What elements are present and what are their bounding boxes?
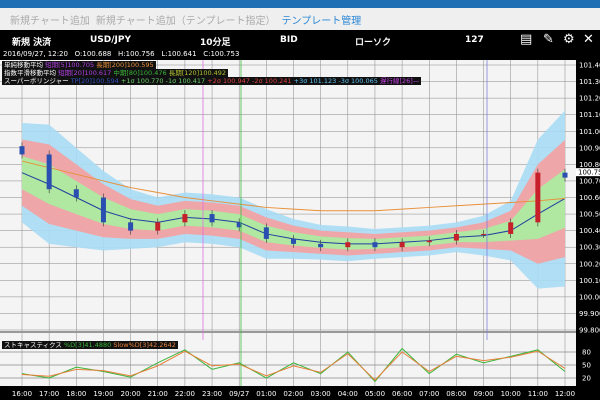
y-tick-label: 100.300 — [579, 244, 600, 252]
candle — [100, 197, 106, 223]
x-tick-label: 23:00 — [202, 390, 222, 398]
x-tick-label: 05:00 — [365, 390, 385, 398]
x-tick-label: 11:00 — [528, 390, 548, 398]
stoch-slow-line — [21, 350, 566, 381]
current-price-label: 100.753 — [578, 169, 600, 177]
sma200-line — [21, 160, 566, 212]
stoch-legend: ストキャスティクス %D[3]41.4880 Slow%D[3]42.2642 — [2, 341, 178, 349]
current-price-box — [576, 168, 600, 177]
count-selector[interactable]: 127 — [465, 35, 484, 45]
pair-selector[interactable]: USD/JPY — [90, 35, 132, 45]
y-tick-label: 100.000 — [579, 293, 600, 301]
x-tick-label: 21:00 — [148, 390, 168, 398]
y-tick-label: 100.600 — [579, 194, 600, 202]
menu-bar: 新規チャート追加 新規チャート追加（テンプレート指定） テンプレート管理 — [0, 8, 600, 30]
chart-toolbar: 新規 決済 USD/JPY 10分足 BID ローソク 127 ▤ ✎ ⚙ ✕ — [0, 30, 600, 50]
close: C:100.753 — [203, 50, 240, 58]
sma-legend: 単純移動平均 短期[5]100.705 長期[200]100.595 — [2, 61, 156, 69]
menu-add-chart[interactable]: 新規チャート追加 — [10, 15, 90, 27]
candle — [263, 227, 269, 239]
x-tick-label: 07:00 — [419, 390, 439, 398]
x-tick-label: 17:00 — [39, 390, 59, 398]
candle — [318, 243, 324, 248]
y-tick-label: 100.700 — [579, 177, 600, 185]
x-tick-label: 09/27 — [229, 390, 249, 398]
candle — [209, 214, 215, 223]
stoch-d-line — [21, 347, 566, 383]
x-tick-label: 08:00 — [446, 390, 466, 398]
y-tick-label: 99.900 — [579, 310, 600, 318]
x-tick-label: 12:00 — [555, 390, 575, 398]
candle — [426, 240, 432, 243]
x-tick-label: 22:00 — [175, 390, 195, 398]
menu-add-chart-template[interactable]: 新規チャート追加（テンプレート指定） — [95, 15, 276, 27]
new-settle-button[interactable]: 新規 決済 — [12, 38, 52, 48]
open: O:100.688 — [74, 50, 112, 58]
candle — [73, 189, 79, 198]
bb-legend: スーパーボリンジャー TP[20]100.594 +1σ 100.770 -1σ… — [2, 77, 422, 85]
x-tick-label: 06:00 — [392, 390, 412, 398]
pencil-icon[interactable]: ✎ — [543, 32, 554, 47]
candle — [535, 172, 541, 223]
y-tick-label: 101.000 — [579, 128, 600, 136]
low: L:100.641 — [161, 50, 197, 58]
candle — [19, 146, 25, 155]
x-tick-label: 04:00 — [338, 390, 358, 398]
candle — [345, 242, 351, 248]
x-tick-label: 16:00 — [12, 390, 32, 398]
y-tick-label: 100.900 — [579, 144, 600, 152]
candle — [399, 242, 405, 248]
timeframe-selector[interactable]: 10分足 — [200, 38, 231, 48]
y-tick-label: 100.800 — [579, 161, 600, 169]
copy-icon[interactable]: ▤ — [520, 32, 533, 47]
y-tick-label: 99.800 — [579, 327, 600, 335]
y-tick-label: 100.200 — [579, 260, 600, 268]
high: H:100.756 — [118, 50, 155, 58]
x-tick-label: 03:00 — [311, 390, 331, 398]
y-tick-label: 101.400 — [579, 62, 600, 70]
y-tick-label: 101.100 — [579, 111, 600, 119]
x-tick-label: 01:00 — [256, 390, 276, 398]
close-icon[interactable]: ✕ — [583, 32, 594, 47]
candle — [453, 233, 459, 241]
gear-icon[interactable]: ⚙ — [563, 32, 575, 47]
candle — [46, 154, 52, 190]
candle — [128, 222, 134, 231]
y-tick-label: 100.400 — [579, 227, 600, 235]
status-bar — [0, 0, 600, 8]
candle — [481, 233, 487, 235]
candle — [155, 222, 161, 231]
stoch-tick-label: 20 — [582, 375, 591, 383]
stoch-tick-label: 80 — [582, 349, 591, 357]
x-tick-label: 10:00 — [501, 390, 521, 398]
candle — [562, 172, 568, 178]
x-tick-label: 19:00 — [93, 390, 113, 398]
chart-type-selector[interactable]: ローソク — [355, 38, 392, 48]
x-tick-label: 09:00 — [473, 390, 493, 398]
datetime: 2016/09/27, 12:20 — [3, 50, 68, 58]
x-tick-label: 18:00 — [66, 390, 86, 398]
menu-template-manage[interactable]: テンプレート管理 — [281, 15, 362, 27]
y-tick-label: 101.300 — [579, 78, 600, 86]
candle — [182, 214, 188, 223]
candle — [291, 238, 296, 244]
y-tick-label: 100.500 — [579, 211, 600, 219]
y-tick-label: 100.100 — [579, 277, 600, 285]
ohlc-info: 2016/09/27, 12:20 O:100.688 H:100.756 L:… — [3, 50, 239, 58]
candle — [236, 222, 242, 228]
x-tick-label: 20:00 — [121, 390, 141, 398]
ema-legend: 指数平滑移動平均 短期[20]100.617 中期[80]100.476 長期[… — [2, 69, 229, 77]
side-selector[interactable]: BID — [280, 35, 298, 45]
x-tick-label: 02:00 — [283, 390, 303, 398]
stoch-tick-label: 50 — [582, 362, 591, 370]
candle — [508, 222, 514, 234]
y-tick-label: 101.200 — [579, 95, 600, 103]
candle — [372, 242, 378, 248]
